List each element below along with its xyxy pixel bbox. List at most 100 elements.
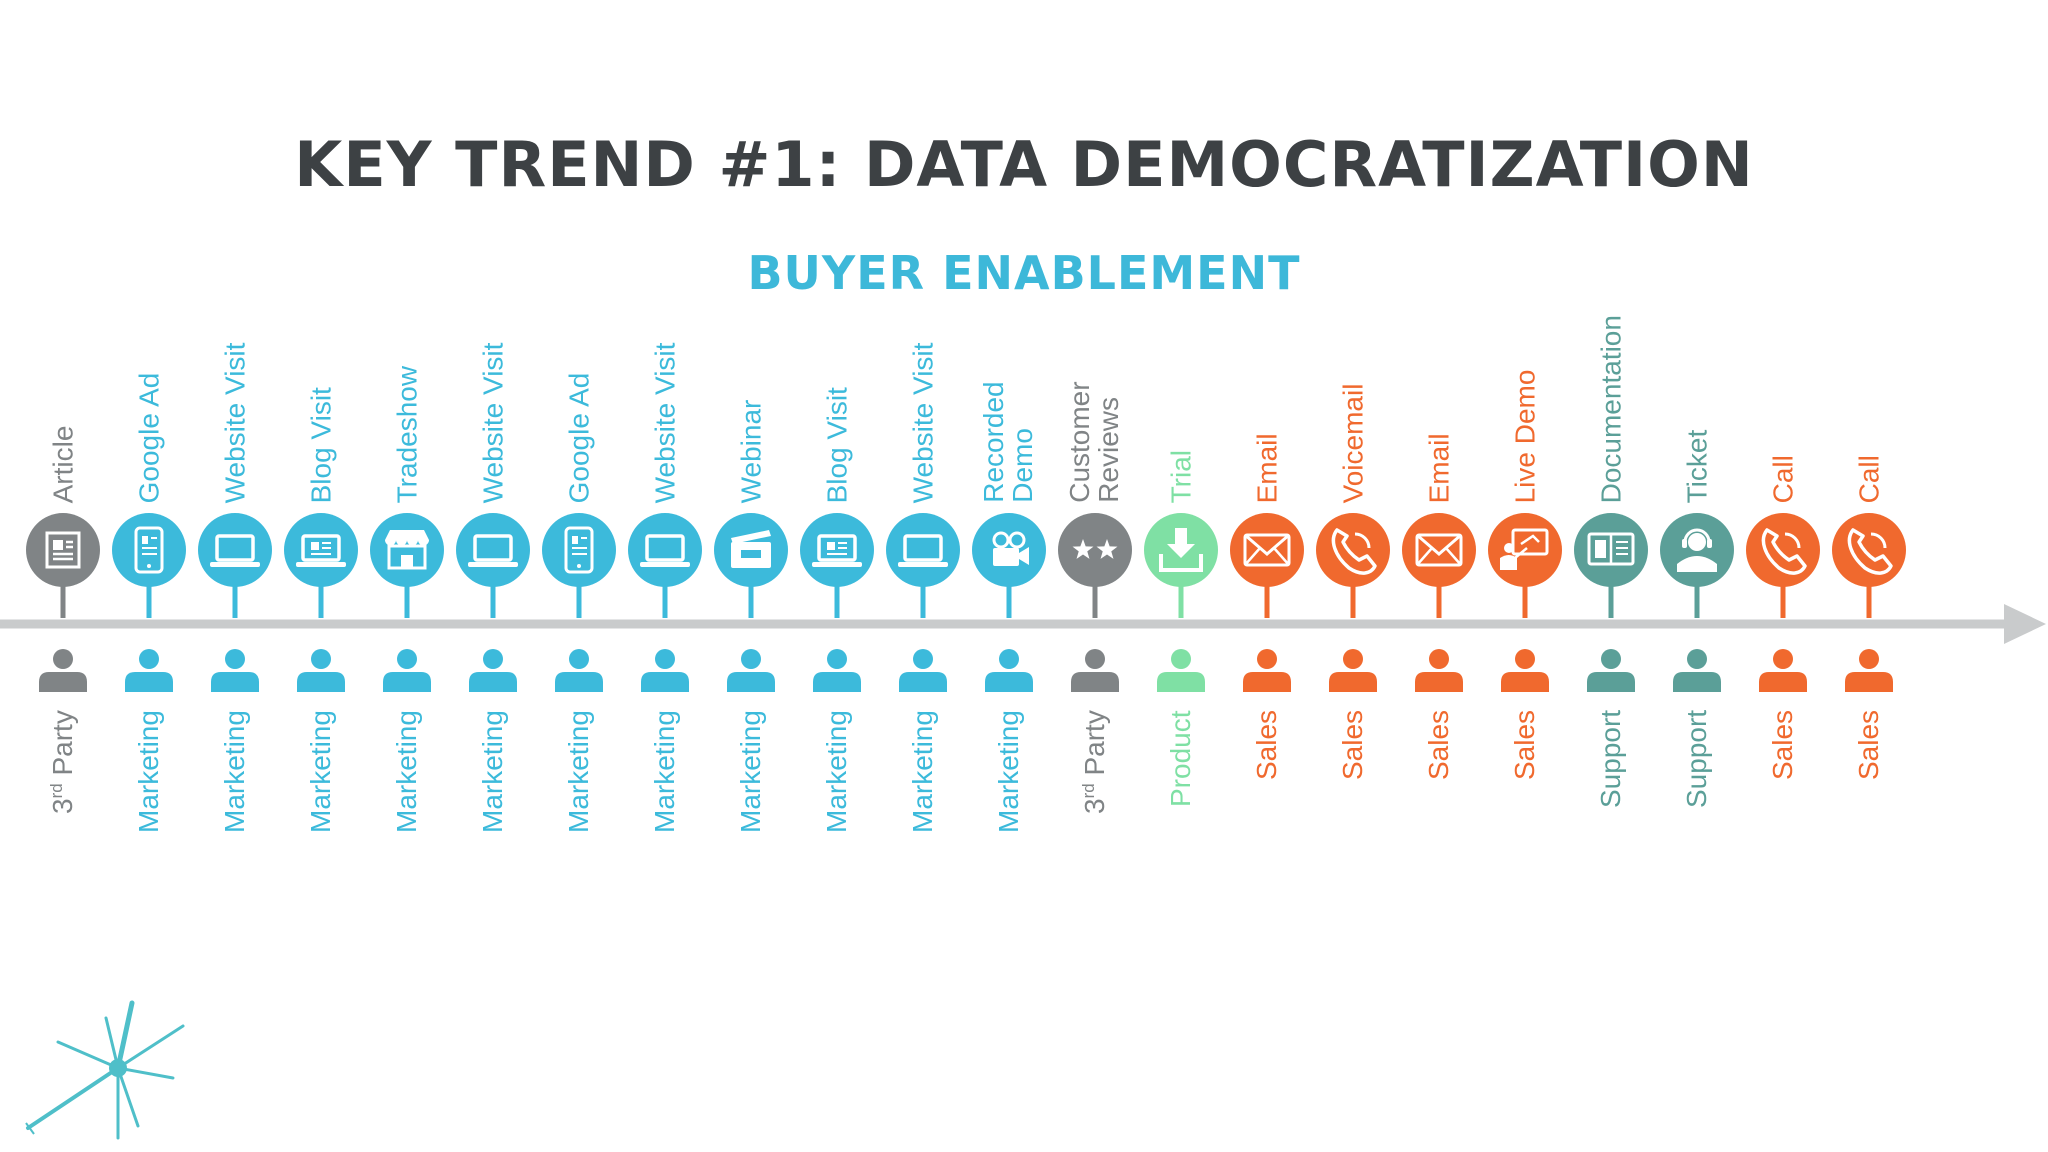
person-icon [383, 649, 431, 692]
touchpoint-label-line: Demo [1008, 428, 1039, 503]
owner-label: Support [1595, 709, 1626, 808]
touchpoint-label-line: Google Ad [133, 372, 165, 503]
touchpoint-circle [1316, 513, 1390, 587]
touchpoint-circle [1058, 513, 1132, 587]
touchpoint [112, 513, 186, 692]
person-icon [985, 649, 1033, 692]
envelope-icon [1243, 533, 1291, 567]
person-icon [813, 649, 861, 692]
touchpoint-label-line: Website Visit [219, 342, 251, 503]
blog-laptop-icon [296, 534, 346, 567]
touchpoint-label: Recorded Demo [979, 382, 1039, 503]
touchpoint-label: Email [1423, 432, 1455, 503]
timeline-arrowhead [2004, 604, 2046, 644]
touchpoint-label: Webinar [735, 399, 767, 503]
touchpoint-label-line: Documentation [1595, 314, 1627, 503]
laptop-icon [640, 534, 690, 567]
touchpoint-circle [800, 513, 874, 587]
touchpoint [284, 513, 358, 692]
touchpoint-label-line: Website Visit [477, 342, 509, 503]
person-icon [1587, 649, 1635, 692]
owner-label: Sales [1423, 709, 1454, 780]
touchpoint [628, 513, 702, 692]
touchpoint-label: Tradeshow [391, 365, 423, 503]
touchpoint-label: Documentation [1595, 314, 1627, 503]
touchpoint [1574, 513, 1648, 692]
touchpoint [198, 513, 272, 692]
touchpoint-label: Google Ad [563, 372, 594, 503]
touchpoint-circle [628, 513, 702, 587]
phone-ad-icon [564, 526, 594, 574]
touchpoint-label: Call [1767, 454, 1799, 503]
touchpoint-label-line: Voicemail [1337, 383, 1369, 503]
touchpoint-label-line: Webinar [735, 399, 767, 503]
person-icon [555, 649, 603, 692]
owner-label: Sales [1251, 709, 1282, 780]
touchpoint-circle [198, 513, 272, 587]
owner-label: Sales [1337, 709, 1368, 780]
touchpoint [26, 513, 100, 692]
book-icon [1587, 532, 1635, 566]
person-icon [1329, 649, 1377, 692]
touchpoint-label-line: Customer [1064, 381, 1096, 503]
touchpoint-circle [1746, 513, 1820, 587]
touchpoint-label-line: Reviews [1094, 397, 1125, 503]
touchpoint [1832, 513, 1906, 692]
touchpoint-circle [456, 513, 530, 587]
touchpoint-label: Blog Visit [305, 386, 337, 503]
clapperboard-icon [731, 530, 771, 568]
touchpoint-label-line: Blog Visit [305, 386, 337, 503]
touchpoint-circle [370, 513, 444, 587]
touchpoint [1488, 513, 1562, 692]
touchpoint-label: Website Visit [649, 342, 681, 503]
touchpoint-label-line: Call [1767, 454, 1799, 503]
article-icon [45, 531, 81, 569]
owner-label: Marketing [391, 710, 422, 833]
touchpoint-label: Website Visit [477, 342, 509, 503]
touchpoint-circle [886, 513, 960, 587]
owner-label: Sales [1767, 709, 1798, 780]
touchpoint [972, 513, 1046, 692]
touchpoint [886, 513, 960, 692]
touchpoint-label-line: Article [47, 425, 79, 503]
person-icon [1415, 649, 1463, 692]
owner-label: 3rd Party [1079, 710, 1110, 814]
presenter-icon [1500, 528, 1549, 570]
page-subtitle: BUYER ENABLEMENT [747, 246, 1301, 300]
owner-label: Marketing [907, 710, 938, 833]
owner-label: Marketing [305, 710, 336, 833]
touchpoint-circle [1230, 513, 1304, 587]
touchpoint-circle [112, 513, 186, 587]
person-icon [1071, 649, 1119, 692]
person-icon [125, 649, 173, 692]
stars-icon [1072, 539, 1118, 559]
touchpoint-label-line: Email [1251, 432, 1283, 503]
owner-label: Support [1681, 709, 1712, 808]
owner-label: Marketing [133, 710, 164, 833]
touchpoint-circle [1402, 513, 1476, 587]
touchpoint-label-line: Live Demo [1509, 369, 1541, 503]
touchpoint [456, 513, 530, 692]
touchpoint-label-line: Tradeshow [391, 365, 423, 503]
video-camera-icon [992, 531, 1029, 566]
envelope-icon [1415, 533, 1463, 567]
touchpoint-label: Trial [1165, 450, 1196, 503]
owner-label: Marketing [219, 710, 250, 833]
touchpoint [1660, 513, 1734, 692]
touchpoint-label-line: Email [1423, 432, 1455, 503]
headset-agent-icon [1677, 528, 1717, 572]
owner-label: Marketing [821, 710, 852, 833]
owner-label: Marketing [993, 710, 1024, 833]
person-icon [1673, 649, 1721, 692]
touchpoint [1316, 513, 1390, 692]
touchpoint [1746, 513, 1820, 692]
touchpoint [542, 513, 616, 692]
owner-label: Marketing [477, 710, 508, 833]
page-title: KEY TREND #1: DATA DEMOCRATIZATION [294, 128, 1754, 201]
touchpoint-label: Blog Visit [821, 387, 852, 503]
touchpoint-label-line: Ticket [1681, 429, 1713, 503]
touchpoint [1230, 513, 1304, 692]
laptop-icon [898, 534, 948, 567]
touchpoint-label-line: Website Visit [649, 342, 681, 503]
